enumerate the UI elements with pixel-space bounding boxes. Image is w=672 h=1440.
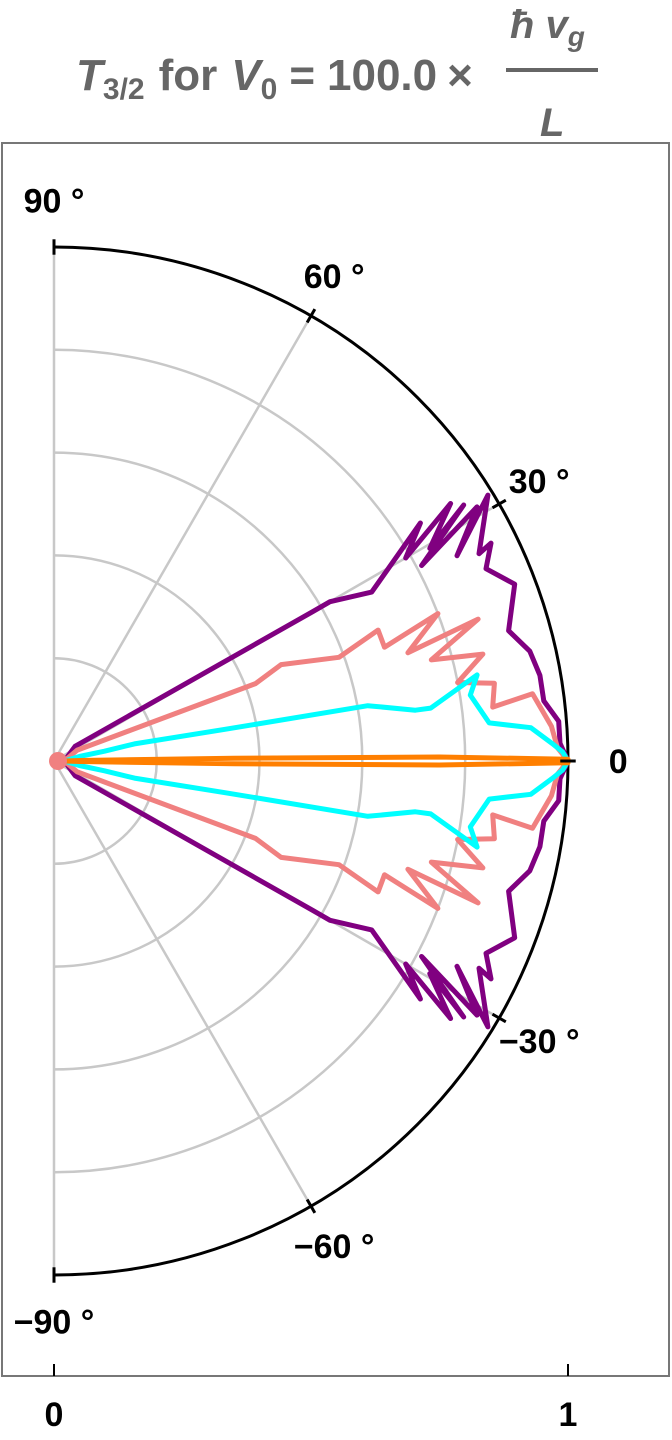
angle-tick-label: −90 ° <box>14 1303 95 1341</box>
series-line <box>61 672 571 850</box>
plot-frame <box>1 142 670 1377</box>
title-variable-subscript: 0 <box>261 73 278 106</box>
angle-tick-label: −30 ° <box>499 1023 580 1061</box>
title-variable: V <box>231 51 264 100</box>
title-value: 100.0 <box>327 51 437 100</box>
series-layer <box>49 492 571 1030</box>
angular-gridline <box>53 502 500 763</box>
title-numerator-text: ħ v <box>510 3 571 47</box>
angle-tick-label: 90 ° <box>24 183 85 221</box>
title-numerator-subscript: g <box>567 21 585 52</box>
series-line <box>61 754 571 768</box>
series-line <box>61 492 571 1030</box>
title-main: T3/2 for V0 = 100.0 × <box>76 51 473 106</box>
angular-gridline <box>53 759 500 1020</box>
radial-tick-label: 1 <box>559 1396 578 1434</box>
angular-gridline <box>52 760 313 1207</box>
label-layer: 90 ° 60 ° 30 ° 0 −30 ° −60 ° −90 ° 0 1 <box>14 183 628 1434</box>
title-equals: = <box>289 51 315 100</box>
angular-gridline <box>52 315 313 762</box>
chart-title: T3/2 for V0 = 100.0 × ħ vg L <box>76 3 598 142</box>
angle-tick <box>491 498 507 510</box>
title-symbol: T <box>76 51 106 100</box>
angle-tick <box>305 308 317 324</box>
angle-tick-label: 0 <box>609 743 628 781</box>
radial-gridline <box>53 348 467 1174</box>
outer-boundary <box>53 245 570 1277</box>
angle-tick-label: 60 ° <box>304 258 365 296</box>
angle-tick <box>491 1012 507 1024</box>
radial-gridline <box>53 554 261 968</box>
angle-tick <box>305 1198 317 1214</box>
title-times: × <box>447 51 473 100</box>
radial-tick-label: 0 <box>45 1396 64 1434</box>
title-for: for <box>159 51 218 100</box>
radial-gridline <box>53 656 158 866</box>
series-line <box>61 611 571 911</box>
origin-marker <box>49 752 67 770</box>
angle-tick-label: −60 ° <box>294 1228 375 1266</box>
grid-layer <box>52 245 570 1277</box>
title-numerator: ħ vg <box>510 3 585 52</box>
title-denominator: L <box>540 101 564 142</box>
angle-tick-label: 30 ° <box>509 463 570 501</box>
radial-gridline <box>53 451 364 1071</box>
title-subscript: 3/2 <box>103 73 145 106</box>
